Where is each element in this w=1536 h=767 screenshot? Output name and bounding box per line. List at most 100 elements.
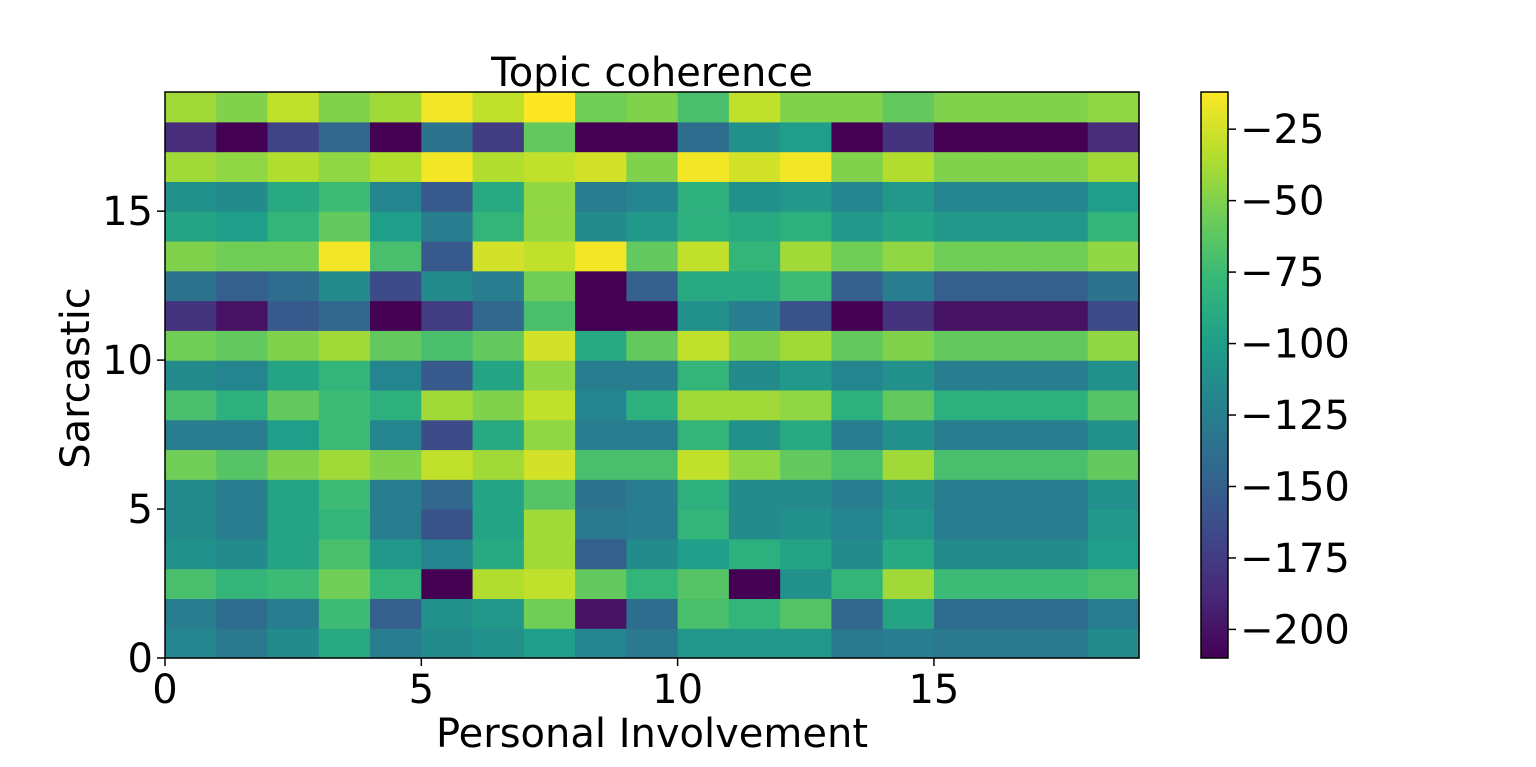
heatmap-cell — [318, 419, 371, 451]
heatmap-cell — [831, 330, 884, 361]
x-tick-label: 15 — [908, 667, 959, 713]
heatmap-cell — [575, 181, 627, 212]
heatmap-cell — [370, 211, 422, 242]
heatmap-cell — [985, 538, 1038, 570]
heatmap-cell — [933, 300, 986, 331]
heatmap-cell — [728, 628, 781, 659]
heatmap-cell — [831, 419, 884, 451]
heatmap-cell — [1087, 330, 1140, 361]
heatmap-cell — [1087, 270, 1140, 302]
heatmap-cell — [267, 300, 320, 331]
heatmap-cell — [216, 330, 269, 361]
heatmap-cell — [728, 360, 781, 391]
heatmap-cell — [985, 628, 1038, 659]
heatmap-cell — [933, 538, 986, 570]
heatmap-cell — [985, 181, 1038, 212]
heatmap-cell — [318, 568, 371, 600]
heatmap-cell — [523, 92, 576, 123]
heatmap-cell — [1036, 419, 1089, 451]
heatmap-cell — [216, 628, 269, 659]
chart-title: Topic coherence — [490, 50, 813, 96]
heatmap-cell — [677, 330, 730, 361]
heatmap-cell — [370, 449, 422, 480]
heatmap-cell — [523, 300, 576, 331]
heatmap-cell — [985, 568, 1038, 600]
heatmap-cell — [1036, 628, 1089, 659]
heatmap-cell — [575, 92, 627, 123]
heatmap-cell — [370, 479, 422, 510]
heatmap-cell — [677, 240, 730, 272]
heatmap-cell — [216, 270, 269, 302]
heatmap-cell — [267, 211, 320, 242]
heatmap-cell — [831, 538, 884, 570]
heatmap-cell — [831, 270, 884, 302]
heatmap-cell — [165, 598, 217, 629]
heatmap-cell — [831, 568, 884, 600]
heatmap-cell — [831, 211, 884, 242]
heatmap-cell — [626, 92, 679, 123]
heatmap-cell — [216, 181, 269, 212]
heatmap-cell — [626, 449, 679, 480]
heatmap-cell — [933, 181, 986, 212]
heatmap-cell — [882, 92, 935, 123]
heatmap-cell — [933, 509, 986, 540]
heatmap-cell — [1087, 568, 1140, 600]
heatmap-cell — [523, 509, 576, 540]
heatmap-cell — [575, 538, 627, 570]
heatmap-cell — [267, 479, 320, 510]
heatmap-cell — [626, 389, 679, 421]
heatmap-cell — [267, 568, 320, 600]
heatmap-cell — [728, 419, 781, 451]
heatmap-cell — [882, 300, 935, 331]
heatmap-cell — [165, 181, 217, 212]
heatmap-cell — [318, 151, 371, 182]
heatmap-cell — [780, 92, 833, 123]
heatmap-cell — [728, 151, 781, 182]
heatmap-cell — [933, 270, 986, 302]
heatmap-cell — [165, 389, 217, 421]
heatmap-cell — [318, 330, 371, 361]
y-tick-label: 0 — [128, 636, 153, 682]
heatmap-cell — [267, 449, 320, 480]
colorbar-tick-label: −25 — [1240, 107, 1324, 153]
heatmap-cell — [575, 360, 627, 391]
heatmap-cell — [318, 211, 371, 242]
heatmap-cell — [421, 568, 474, 600]
heatmap-cell — [216, 121, 269, 153]
heatmap-cell — [1036, 270, 1089, 302]
heatmap-cell — [318, 628, 371, 659]
heatmap-cell — [626, 568, 679, 600]
heatmap-cell — [1087, 211, 1140, 242]
heatmap-cell — [985, 270, 1038, 302]
heatmap-cell — [318, 360, 371, 391]
plot-frame — [164, 91, 1140, 659]
heatmap-cell — [267, 389, 320, 421]
heatmap-cell — [677, 300, 730, 331]
heatmap-cell — [421, 181, 474, 212]
heatmap-cell — [728, 300, 781, 331]
heatmap-cell — [1036, 181, 1089, 212]
heatmap-cell — [831, 360, 884, 391]
heatmap-cell — [421, 211, 474, 242]
heatmap-cell — [677, 419, 730, 451]
heatmap-cell — [882, 538, 935, 570]
heatmap-cell — [318, 92, 371, 123]
heatmap-cell — [985, 360, 1038, 391]
heatmap-cell — [523, 121, 576, 153]
heatmap-cell — [677, 360, 730, 391]
heatmap-cell — [728, 121, 781, 153]
heatmap-cell — [985, 92, 1038, 123]
heatmap-cell — [882, 330, 935, 361]
heatmap-cell — [216, 211, 269, 242]
heatmap-cell — [933, 628, 986, 659]
heatmap-cell — [728, 330, 781, 361]
y-axis-label: Sarcastic — [53, 287, 99, 469]
heatmap-cell — [780, 240, 833, 272]
colorbar-gradient — [1200, 91, 1229, 659]
heatmap-cell — [780, 449, 833, 480]
heatmap-cell — [267, 509, 320, 540]
heatmap-cell — [523, 598, 576, 629]
heatmap-cell — [267, 330, 320, 361]
heatmap-cell — [831, 181, 884, 212]
heatmap-cell — [472, 598, 525, 629]
